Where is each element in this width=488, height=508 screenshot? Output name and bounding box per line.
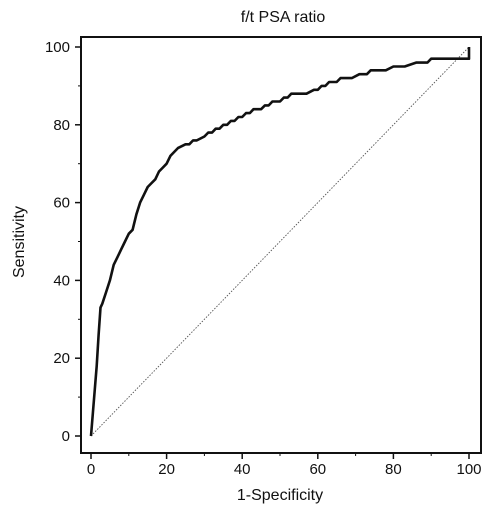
x-tick-label: 40 [234, 461, 251, 478]
plot-area: 0 20 40 60 80 100 0 20 40 60 80 100 [45, 36, 482, 478]
x-tick-label: 20 [158, 461, 175, 478]
y-axis-label: Sensitivity [11, 206, 28, 278]
plot-frame [80, 36, 482, 454]
y-tick-label: 60 [53, 195, 70, 212]
y-tick-label: 80 [53, 117, 70, 134]
y-tick-label: 40 [53, 272, 70, 289]
x-tick-label: 60 [309, 461, 326, 478]
x-tick-label: 100 [456, 461, 481, 478]
y-tick-label: 100 [45, 39, 70, 56]
x-tick-label: 80 [385, 461, 402, 478]
chart-title: f/t PSA ratio [241, 9, 326, 26]
y-tick-label: 20 [53, 350, 70, 367]
x-tick-label: 0 [87, 461, 95, 478]
reference-line [90, 46, 470, 437]
roc-curve [89, 47, 471, 437]
x-axis-label: 1-Specificity [237, 487, 323, 504]
y-tick-label: 0 [62, 428, 70, 445]
